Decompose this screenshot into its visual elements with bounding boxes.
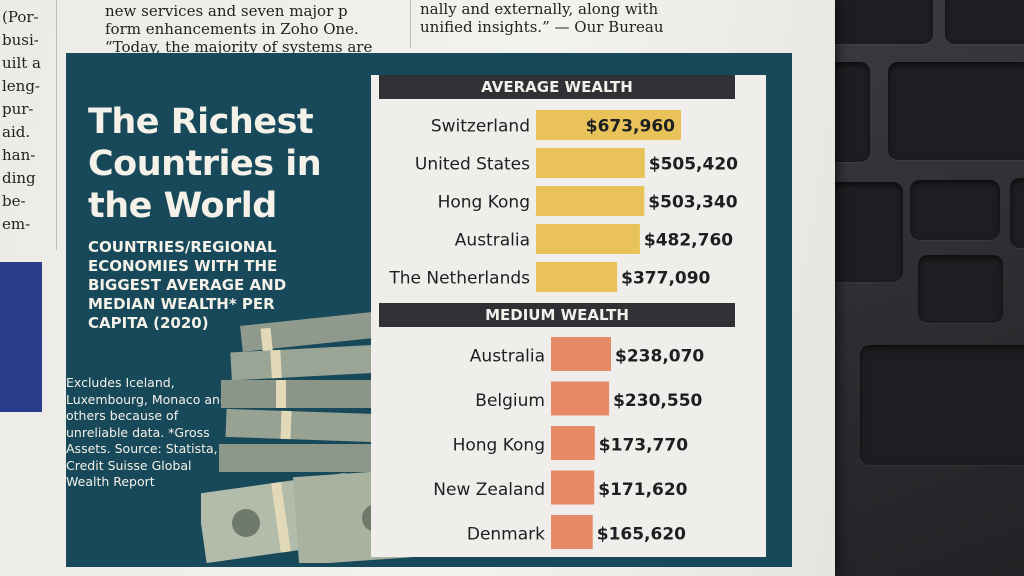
text-line: nally and externally, along with [420,0,659,18]
column-divider [410,0,411,48]
value-label: $173,770 [599,435,688,455]
left-column-text: (Por- busi- uilt a leng- pur- aid. han- … [2,8,52,238]
bar [551,515,593,549]
bar [551,470,595,505]
infographic-footnote: Excludes Iceland, Luxembourg, Monaco and… [66,375,228,489]
text-line: be- [2,192,26,210]
bar [551,426,595,460]
text-line: uilt a [2,54,41,72]
bar [551,337,611,371]
bar [536,148,645,178]
category-label: Hong Kong [438,193,530,213]
text-line: new services and seven major p [105,2,348,20]
top-article-text-right: nally and externally, along with unified… [420,0,740,40]
keyboard-key [1010,178,1024,248]
average-wealth-header: AVERAGE WEALTH [379,75,735,99]
median-wealth-header: MEDIUM WEALTH [379,303,735,327]
text-line: pur- [2,100,34,118]
keyboard-key [818,0,933,44]
keyboard-key [860,345,1024,465]
text-line: aid. [2,123,31,141]
keyboard-key [918,255,1003,323]
keyboard-key [888,62,1024,160]
category-label: Switzerland [431,117,530,137]
bar [536,186,645,216]
top-article-text: new services and seven major p form enha… [105,2,405,58]
category-label: Belgium [475,391,545,411]
value-label: $377,090 [621,269,710,289]
infographic-title: The Richest Countries in the World [88,102,322,226]
bar [551,381,610,416]
category-label: Denmark [467,524,545,544]
text-line: “Today, the majority of systems are [105,38,373,56]
value-label: $230,550 [613,391,702,411]
value-label: $673,960 [586,117,675,137]
value-label: $503,340 [648,193,737,213]
value-label: $482,760 [644,231,733,251]
text-line: busi- [2,31,39,49]
text-line: em- [2,215,31,233]
keyboard-key [945,0,1024,44]
wealth-chart-box: AVERAGE WEALTH MEDIUM WEALTH Switzerland… [371,75,766,557]
keyboard-key [910,180,1000,240]
value-label: $505,420 [649,155,738,175]
wealth-bar-chart: Switzerland $673,960 United States $505,420… [388,110,738,549]
bar [536,224,640,254]
value-label: $171,620 [598,480,687,500]
column-divider [56,0,57,250]
category-label: The Netherlands [388,269,530,289]
keyboard-background [795,0,1024,576]
left-photo-fragment [0,262,42,412]
text-line: unified insights.” — Our Bureau [420,18,664,36]
keyboard-key [828,182,903,282]
category-label: Australia [470,346,545,366]
text-line: han- [2,146,36,164]
bar [536,262,618,292]
text-line: ding [2,169,36,187]
newspaper-page: (Por- busi- uilt a leng- pur- aid. han- … [0,0,835,576]
infographic-subtitle: Countries/Regional economies with the bi… [88,238,287,332]
category-label: Australia [455,231,530,251]
text-line: (Por- [2,8,39,26]
value-label: $238,070 [615,346,704,366]
text-line: form enhancements in Zoho One. [105,20,359,38]
text-line: leng- [2,77,41,95]
value-label: $165,620 [597,524,686,544]
category-label: Hong Kong [453,435,545,455]
category-label: New Zealand [433,480,545,500]
bar [536,110,681,140]
infographic-panel: The Richest Countries in the World Count… [66,53,792,567]
category-label: United States [415,155,530,175]
